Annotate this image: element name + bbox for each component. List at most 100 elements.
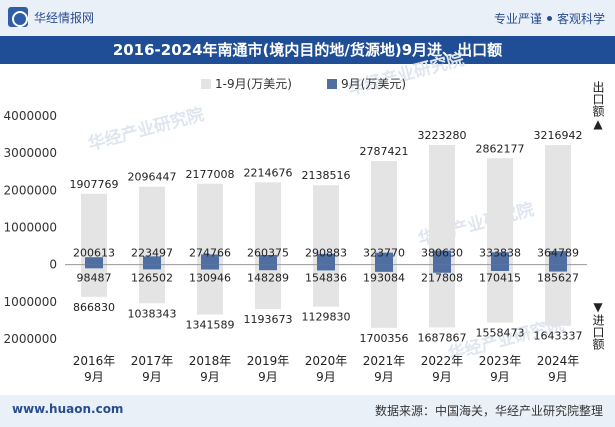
data-label-monthly-export: 380630 [421,247,463,260]
bar-cumulative-export [197,183,223,265]
bar-cumulative-export [429,144,455,265]
data-label-monthly-export: 323770 [363,247,405,260]
data-label-monthly-export: 364789 [537,247,579,260]
bar-monthly-import [491,264,509,272]
tagline: 专业严谨 客观科学 [494,10,605,27]
data-label-cumulative-export: 2787421 [360,145,409,158]
data-label-monthly-export: 260375 [247,247,289,260]
x-tick-label-month: 9月 [374,370,394,384]
watermark-1: 华经产业研究院 [346,49,466,100]
bar-monthly-import [433,264,451,273]
x-tick-label-month: 9月 [142,370,162,384]
footer-bar [0,395,615,427]
data-label-monthly-import: 170415 [479,272,521,285]
data-label-cumulative-import: 1687867 [418,331,467,344]
x-tick-label-month: 9月 [84,370,104,384]
data-label-monthly-import: 185627 [537,272,579,285]
bar-monthly-import [143,264,161,270]
data-label-cumulative-import: 1341589 [186,319,235,332]
x-tick-label-month: 9月 [432,370,452,384]
data-label-cumulative-import: 1558473 [476,327,525,340]
data-label-cumulative-export: 2177008 [186,168,235,181]
tagline-right: 客观科学 [556,12,605,26]
bar-cumulative-import [255,264,281,310]
bar-monthly-import [201,264,219,270]
bar-monthly-import [317,264,335,271]
bar-monthly-export [85,257,103,265]
title-bar [0,36,615,64]
chart-title: 2016-2024年南通市(境内目的地/货源地)9月进、出口额 [112,41,503,59]
y-tick-label: 4000000 [4,109,57,123]
brand-name: 华经情报网 [34,10,95,25]
bar-cumulative-import [139,264,165,304]
bar-monthly-import [259,264,277,271]
bar-cumulative-export [81,193,107,265]
data-label-monthly-import: 98487 [77,272,112,285]
watermark-0: 华经产业研究院 [86,104,206,155]
data-label-cumulative-export: 1907769 [70,178,119,191]
data-label-monthly-export: 333838 [479,247,521,260]
x-tick-label-year: 2021年 [363,354,406,368]
x-tick-label-year: 2017年 [131,354,174,368]
bar-monthly-export [433,250,451,265]
y-tick-label: 1000000 [4,221,57,235]
bar-monthly-export [549,251,567,265]
data-label-monthly-export: 274766 [189,247,231,260]
bar-cumulative-import [81,264,107,297]
data-label-monthly-import: 154836 [305,272,347,285]
data-label-cumulative-import: 1700356 [360,332,409,345]
data-label-cumulative-import: 1193673 [244,313,293,326]
bar-cumulative-import [313,264,339,307]
data-label-cumulative-import: 1129830 [302,311,351,324]
y-tick-label: 3000000 [4,146,57,160]
data-label-monthly-export: 200613 [73,247,115,260]
x-tick-label-month: 9月 [200,370,220,384]
data-label-cumulative-export: 2862177 [476,142,525,155]
bar-cumulative-export [313,185,339,265]
bar-cumulative-import [429,264,455,328]
bar-monthly-export [375,252,393,265]
x-tick-label-year: 2022年 [421,354,464,368]
x-tick-label-year: 2023年 [479,354,522,368]
right-label-import: ▼进口额 [591,300,605,351]
bar-cumulative-export [545,145,571,265]
data-label-monthly-import: 130946 [189,272,231,285]
data-label-cumulative-export: 3223280 [418,129,467,142]
bar-cumulative-import [487,264,513,323]
bar-monthly-import [549,264,567,272]
brand: 华经情报网 [8,7,94,27]
legend-label-monthly: 9月(万美元) [341,77,406,91]
y-tick-label: 1000000 [4,295,57,309]
data-label-monthly-import: 126502 [131,272,173,285]
data-label-cumulative-export: 2096447 [128,171,177,184]
bar-cumulative-export [487,158,513,265]
bar-monthly-export [201,254,219,265]
x-tick-label-year: 2024年 [537,354,580,368]
tagline-left: 专业严谨 [493,12,542,26]
data-label-cumulative-export: 2138516 [302,169,351,182]
brand-logo-icon [8,7,28,27]
bar-monthly-export [143,256,161,265]
data-label-monthly-import: 193084 [363,272,405,285]
data-label-cumulative-import: 866830 [73,301,115,314]
x-tick-label-year: 2016年 [73,354,116,368]
bar-cumulative-export [139,186,165,265]
y-tick-label: 2000000 [4,183,57,197]
legend-label-cumulative: 1-9月(万美元) [215,77,292,91]
site-url[interactable]: www.huaon.com [12,402,124,416]
bar-monthly-import [375,264,393,272]
bullet-icon [546,16,552,21]
data-label-monthly-export: 223497 [131,247,173,260]
legend-swatch-cumulative [201,79,211,89]
top-banner [0,0,615,36]
bar-cumulative-import [371,264,397,328]
x-tick-label-month: 9月 [548,370,568,384]
bar-cumulative-import [197,264,223,315]
bar-cumulative-import [545,264,571,326]
x-tick-label-year: 2018年 [189,354,232,368]
bar-cumulative-export [255,182,281,265]
data-label-monthly-export: 290883 [305,247,347,260]
data-label-monthly-import: 217808 [421,272,463,285]
bar-cumulative-export [371,161,397,265]
